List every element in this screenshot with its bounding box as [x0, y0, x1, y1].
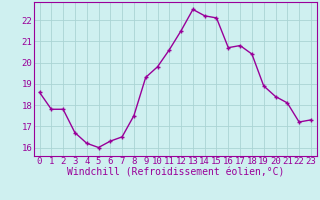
- X-axis label: Windchill (Refroidissement éolien,°C): Windchill (Refroidissement éolien,°C): [67, 168, 284, 178]
